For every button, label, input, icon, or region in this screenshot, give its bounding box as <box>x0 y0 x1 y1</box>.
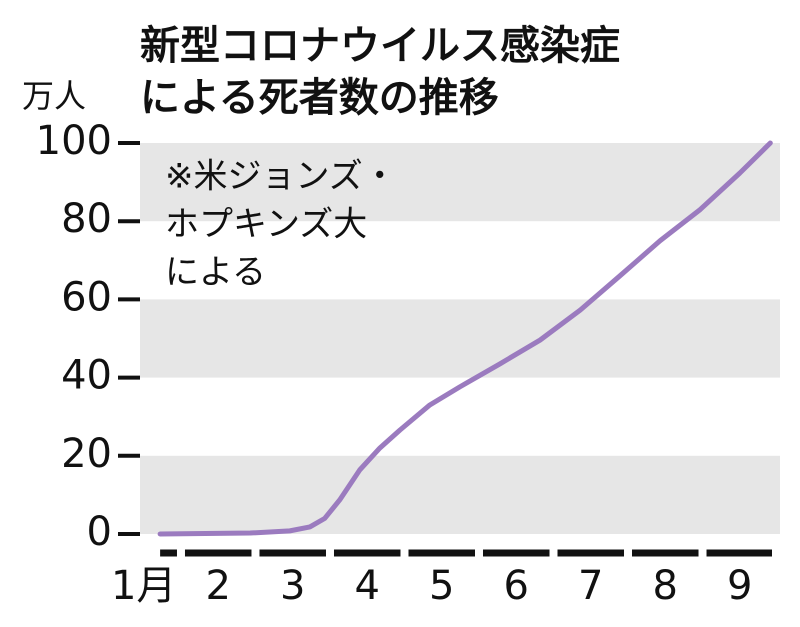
grid-band <box>140 455 780 534</box>
y-tick-label: 60 <box>61 274 112 320</box>
data-line <box>157 140 773 537</box>
x-tick-label: 4 <box>355 563 380 609</box>
y-tick-label: 40 <box>61 353 112 399</box>
y-tick-label: 100 <box>36 118 112 164</box>
annotation: ホプキンズ大 <box>165 205 367 245</box>
y-tick-label: 0 <box>87 509 112 555</box>
y-tick-label: 20 <box>61 431 112 477</box>
grid-band <box>140 143 780 222</box>
x-tick-label: 5 <box>429 563 454 609</box>
x-tick-label: 6 <box>504 563 529 609</box>
x-tick-label: 9 <box>727 563 752 609</box>
annotation: ※米ジョンズ・ <box>165 157 397 197</box>
x-tick-label: 2 <box>206 563 231 609</box>
chart-title: 新型コロナウイルス感染症 <box>140 23 620 69</box>
y-tick-label: 80 <box>61 196 112 242</box>
chart-title: による死者数の推移 <box>140 75 499 121</box>
x-tick-label: 7 <box>578 563 603 609</box>
x-tick-label: 8 <box>653 563 678 609</box>
x-tick-label: 3 <box>280 563 305 609</box>
y-axis-label: 万人 <box>22 77 86 115</box>
x-tick-label: 1月 <box>111 563 176 609</box>
grid-band <box>140 299 780 378</box>
annotation: による <box>165 253 266 293</box>
